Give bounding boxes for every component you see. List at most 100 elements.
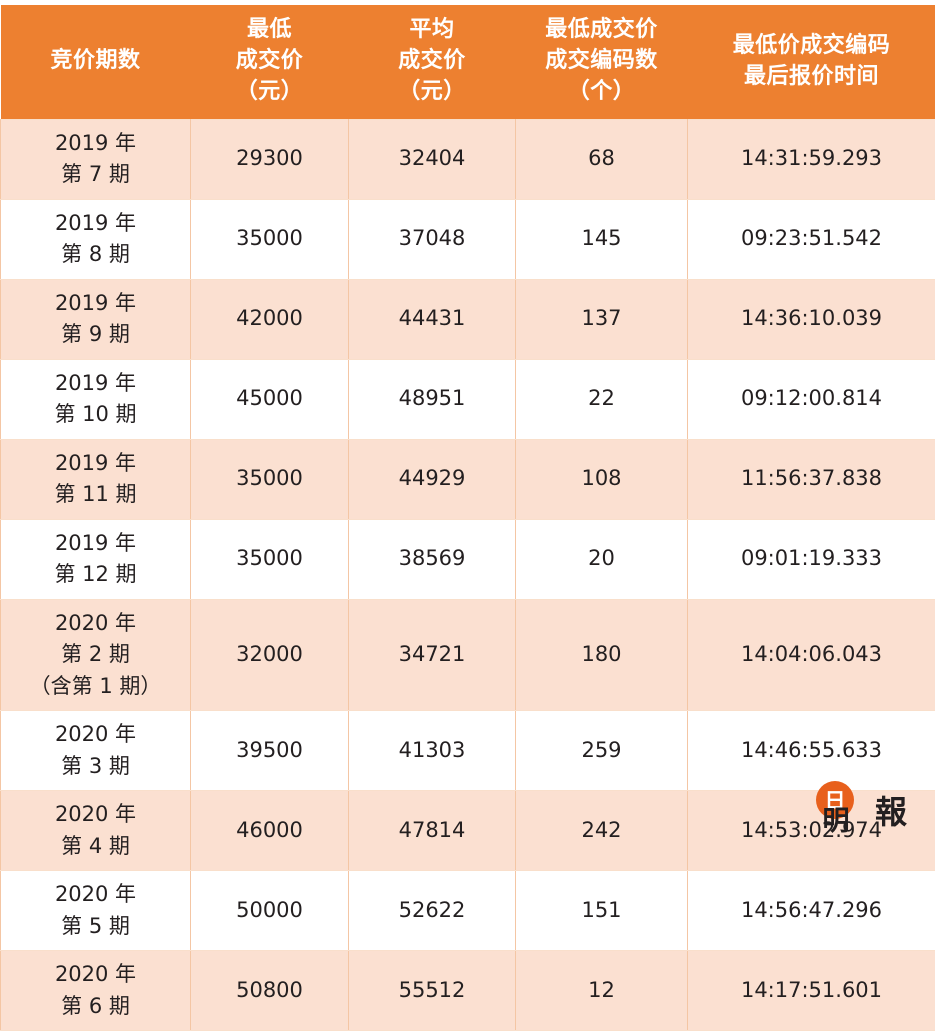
period-line: 第 5 期 (5, 911, 186, 943)
period-line: 2019 年 (5, 448, 186, 480)
cell-code-count: 145 (516, 199, 688, 279)
cell-code-count: 242 (516, 791, 688, 871)
period-line: （含第 1 期） (5, 671, 186, 703)
period-line: 第 3 期 (5, 751, 186, 783)
period-line: 2020 年 (5, 799, 186, 831)
cell-code-count: 151 (516, 871, 688, 951)
cell-period: 2019 年第 12 期 (1, 519, 191, 599)
cell-last-bid-time: 14:04:06.043 (688, 599, 935, 711)
period-line: 第 7 期 (5, 159, 186, 191)
cell-last-bid-time: 14:56:47.296 (688, 871, 935, 951)
cell-min-price: 35000 (191, 439, 349, 519)
column-header-line: 最低价成交编码 (692, 30, 932, 61)
period-line: 第 10 期 (5, 399, 186, 431)
column-header-avg: 平均成交价（元） (349, 5, 516, 119)
column-header-line: （元） (195, 76, 345, 107)
cell-period: 2020 年第 2 期（含第 1 期） (1, 599, 191, 711)
cell-period: 2020 年第 4 期 (1, 791, 191, 871)
column-header-count: 最低成交价成交编码数（个） (516, 5, 688, 119)
cell-min-price: 42000 (191, 279, 349, 359)
cell-last-bid-time: 09:12:00.814 (688, 359, 935, 439)
cell-min-price: 35000 (191, 199, 349, 279)
period-line: 第 9 期 (5, 319, 186, 351)
column-header-lasttime: 最低价成交编码最后报价时间 (688, 5, 935, 119)
cell-period: 2019 年第 11 期 (1, 439, 191, 519)
cell-period: 2020 年第 5 期 (1, 871, 191, 951)
cell-code-count: 22 (516, 359, 688, 439)
auction-results-table: 竞价期数最低成交价（元）平均成交价（元）最低成交价成交编码数（个）最低价成交编码… (0, 5, 935, 1031)
period-line: 2019 年 (5, 528, 186, 560)
cell-min-price: 45000 (191, 359, 349, 439)
cell-avg-price: 38569 (349, 519, 516, 599)
cell-last-bid-time: 14:31:59.293 (688, 119, 935, 199)
table-header: 竞价期数最低成交价（元）平均成交价（元）最低成交价成交编码数（个）最低价成交编码… (1, 5, 935, 119)
period-line: 2020 年 (5, 879, 186, 911)
cell-min-price: 46000 (191, 791, 349, 871)
column-header-line: （元） (353, 76, 512, 107)
cell-avg-price: 44929 (349, 439, 516, 519)
cell-avg-price: 32404 (349, 119, 516, 199)
period-line: 2019 年 (5, 128, 186, 160)
cell-min-price: 50000 (191, 871, 349, 951)
cell-period: 2019 年第 10 期 (1, 359, 191, 439)
cell-avg-price: 48951 (349, 359, 516, 439)
cell-avg-price: 37048 (349, 199, 516, 279)
cell-code-count: 259 (516, 711, 688, 791)
column-header-line: 成交价 (195, 45, 345, 76)
cell-last-bid-time: 14:46:55.633 (688, 711, 935, 791)
column-header-min: 最低成交价（元） (191, 5, 349, 119)
period-line: 2020 年 (5, 719, 186, 751)
column-header-line: 竞价期数 (5, 45, 187, 76)
table-header-row: 竞价期数最低成交价（元）平均成交价（元）最低成交价成交编码数（个）最低价成交编码… (1, 5, 935, 119)
cell-period: 2019 年第 9 期 (1, 279, 191, 359)
cell-period: 2020 年第 3 期 (1, 711, 191, 791)
cell-min-price: 32000 (191, 599, 349, 711)
cell-last-bid-time: 09:01:19.333 (688, 519, 935, 599)
cell-code-count: 108 (516, 439, 688, 519)
cell-code-count: 12 (516, 951, 688, 1031)
cell-period: 2020 年第 6 期 (1, 951, 191, 1031)
cell-code-count: 20 (516, 519, 688, 599)
column-header-line: 最低 (195, 14, 345, 45)
period-line: 2019 年 (5, 288, 186, 320)
cell-min-price: 39500 (191, 711, 349, 791)
cell-min-price: 50800 (191, 951, 349, 1031)
cell-min-price: 35000 (191, 519, 349, 599)
column-header-line: 成交价 (353, 45, 512, 76)
column-header-line: 最低成交价 (520, 14, 684, 45)
bid-table-container: 竞价期数最低成交价（元）平均成交价（元）最低成交价成交编码数（个）最低价成交编码… (0, 0, 935, 838)
cell-last-bid-time: 11:56:37.838 (688, 439, 935, 519)
period-line: 第 12 期 (5, 559, 186, 591)
column-header-line: 最后报价时间 (692, 61, 932, 92)
period-line: 2019 年 (5, 208, 186, 240)
period-line: 第 6 期 (5, 991, 186, 1023)
column-header-line: 平均 (353, 14, 512, 45)
cell-last-bid-time: 14:53:02.974 (688, 791, 935, 871)
cell-code-count: 180 (516, 599, 688, 711)
column-header-line: 成交编码数 (520, 45, 684, 76)
cell-code-count: 68 (516, 119, 688, 199)
period-line: 第 2 期 (5, 639, 186, 671)
period-line: 第 11 期 (5, 479, 186, 511)
cell-min-price: 29300 (191, 119, 349, 199)
column-header-period: 竞价期数 (1, 5, 191, 119)
cell-period: 2019 年第 8 期 (1, 199, 191, 279)
period-line: 第 4 期 (5, 831, 186, 863)
period-line: 2020 年 (5, 959, 186, 991)
cell-period: 2019 年第 7 期 (1, 119, 191, 199)
cell-avg-price: 44431 (349, 279, 516, 359)
period-line: 2019 年 (5, 368, 186, 400)
cell-avg-price: 52622 (349, 871, 516, 951)
